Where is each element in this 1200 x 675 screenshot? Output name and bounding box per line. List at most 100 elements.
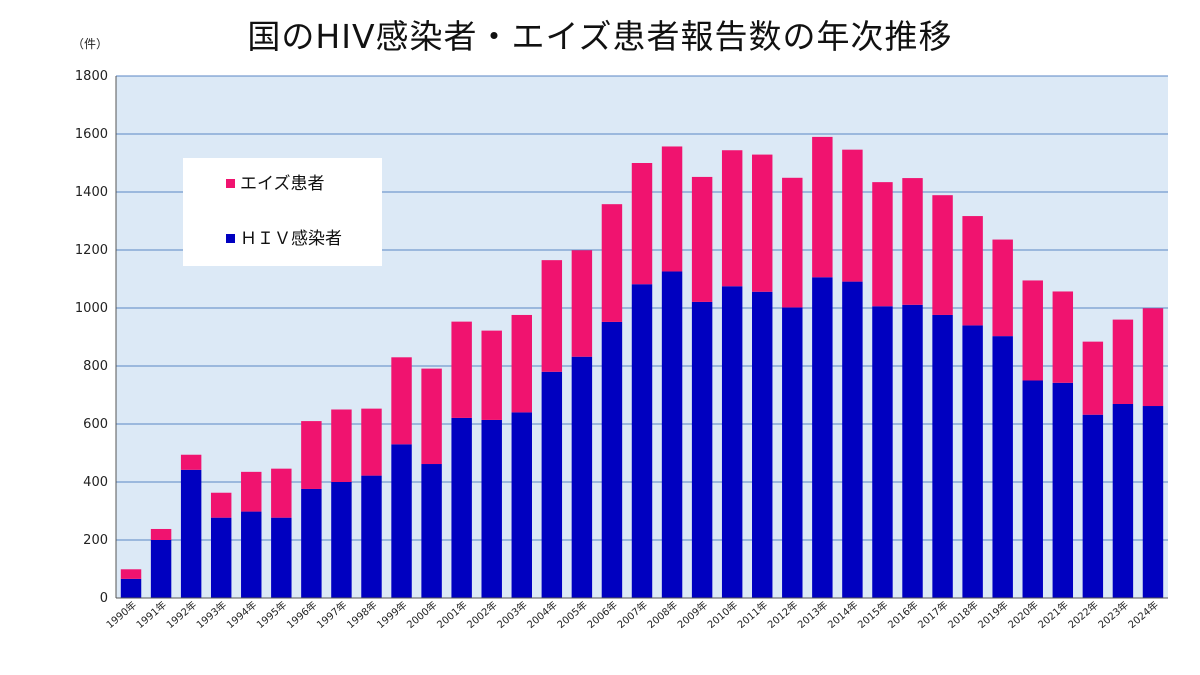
bar-hiv-segment [812, 277, 833, 598]
x-tick-label: 2011年 [735, 598, 771, 631]
x-tick-label: 2012年 [765, 598, 801, 631]
y-tick-label: 400 [83, 475, 108, 490]
y-tick-label: 600 [83, 417, 108, 432]
x-tick-label: 2024年 [1125, 598, 1161, 631]
x-tick-label: 2002年 [464, 598, 500, 631]
x-tick-label: 2001年 [434, 598, 470, 631]
x-tick-label: 2005年 [554, 598, 590, 631]
bar-aids-segment [210, 492, 232, 518]
x-tick-label: 2004年 [524, 598, 560, 631]
bar-aids-segment [361, 408, 382, 476]
bar-hiv-segment [571, 356, 593, 598]
bar-aids-segment [1112, 319, 1134, 404]
legend: エイズ患者 ＨＩＶ感染者 [183, 158, 382, 266]
x-tick-label: 1993年 [194, 598, 230, 631]
bar-aids-segment [481, 330, 502, 420]
bar-aids-segment [541, 260, 563, 372]
bar-aids-segment [301, 421, 322, 489]
x-tick-label: 2009年 [675, 598, 711, 631]
x-tick-label: 1998年 [344, 598, 380, 631]
x-tick-label: 2003年 [494, 598, 530, 631]
bar-aids-segment [721, 150, 743, 287]
chart-title: 国のHIV感染者・エイズ患者報告数の年次推移 [247, 17, 953, 56]
bar-aids-segment [842, 149, 863, 282]
x-tick-label: 1991年 [133, 598, 169, 631]
bar-hiv-segment [721, 286, 743, 598]
bar-hiv-segment [120, 578, 142, 598]
y-tick-label: 800 [83, 359, 108, 374]
bar-hiv-segment [1082, 414, 1104, 598]
bar-hiv-segment [1142, 406, 1164, 598]
legend-label: エイズ患者 [240, 174, 325, 194]
x-tick-label: 2017年 [915, 598, 951, 631]
legend-swatch [226, 179, 235, 188]
bar-hiv-segment [451, 417, 472, 598]
bar-aids-segment [962, 216, 983, 326]
x-tick-label: 2015年 [855, 598, 891, 631]
legend-swatch [226, 234, 235, 243]
bar-aids-segment [932, 195, 953, 315]
bar-hiv-segment [932, 314, 953, 598]
bar-hiv-segment [1112, 403, 1134, 598]
bar-hiv-segment [902, 304, 923, 598]
bar-hiv-segment [361, 475, 382, 598]
bar-hiv-segment [992, 336, 1013, 598]
y-axis-unit: （件） [72, 37, 108, 51]
bar-aids-segment [992, 239, 1013, 337]
x-tick-label: 2020年 [1005, 598, 1041, 631]
bar-aids-segment [782, 177, 803, 308]
x-tick-label: 2007年 [614, 598, 650, 631]
bar-hiv-segment [511, 412, 532, 598]
bar-hiv-segment [391, 444, 412, 598]
bar-hiv-segment [331, 482, 352, 598]
x-tick-label: 1990年 [103, 598, 139, 631]
bar-hiv-segment [842, 281, 863, 598]
y-tick-label: 1000 [75, 301, 108, 316]
bar-aids-segment [1052, 291, 1074, 383]
x-tick-label: 2023年 [1095, 598, 1131, 631]
bar-hiv-segment [782, 307, 803, 598]
x-tick-label: 2014年 [825, 598, 861, 631]
bar-hiv-segment [421, 464, 442, 598]
x-tick-label: 1992年 [164, 598, 200, 631]
bar-hiv-segment [271, 517, 292, 598]
x-tick-label: 2018年 [945, 598, 981, 631]
bar-aids-segment [812, 136, 833, 278]
legend-box [183, 158, 382, 266]
bar-hiv-segment [180, 469, 202, 598]
bar-aids-segment [1082, 341, 1104, 415]
x-tick-label: 2019年 [975, 598, 1011, 631]
bar-aids-segment [571, 250, 593, 357]
bar-hiv-segment [1022, 380, 1043, 598]
x-tick-label: 2016年 [885, 598, 921, 631]
x-tick-label: 2000年 [404, 598, 440, 631]
x-tick-label: 1994年 [224, 598, 260, 631]
bar-hiv-segment [210, 517, 232, 598]
bar-hiv-segment [752, 291, 773, 598]
bar-aids-segment [421, 368, 442, 465]
y-tick-label: 1800 [75, 69, 108, 84]
bar-hiv-segment [241, 511, 262, 598]
x-tick-label: 1996年 [284, 598, 320, 631]
bar-hiv-segment [601, 321, 623, 598]
bar-aids-segment [691, 176, 713, 302]
bar-aids-segment [511, 314, 532, 413]
x-tick-label: 2010年 [705, 598, 741, 631]
bar-hiv-segment [631, 284, 653, 598]
y-tick-label: 1200 [75, 243, 108, 258]
x-tick-label: 2013年 [795, 598, 831, 631]
bars [120, 136, 1164, 598]
x-tick-label: 1999年 [374, 598, 410, 631]
y-tick-label: 0 [100, 591, 108, 606]
bar-hiv-segment [1052, 382, 1074, 598]
bar-aids-segment [120, 569, 142, 579]
y-tick-label: 1600 [75, 127, 108, 142]
bar-hiv-segment [481, 419, 502, 598]
legend-label: ＨＩＶ感染者 [240, 229, 342, 249]
bar-hiv-segment [962, 325, 983, 598]
bar-hiv-segment [872, 306, 893, 598]
bar-aids-segment [661, 146, 683, 272]
y-tick-label: 200 [83, 533, 108, 548]
bar-aids-segment [150, 528, 172, 540]
bar-aids-segment [1022, 280, 1043, 381]
